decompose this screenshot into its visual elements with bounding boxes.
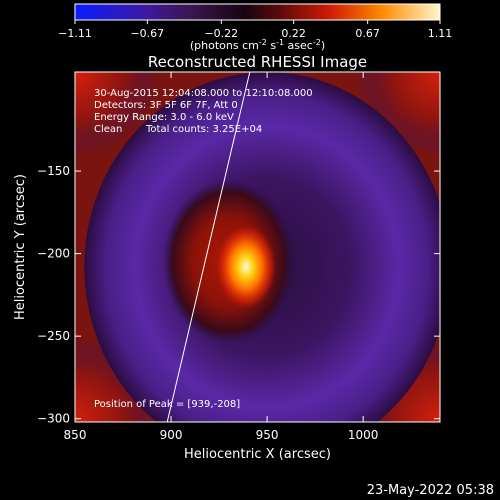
x-axis-ticks: 850 900 950 1000 xyxy=(64,72,379,442)
colorbar-ticks: −1.11 −0.67 −0.22 0.22 0.67 1.11 xyxy=(58,20,452,40)
source-peak xyxy=(215,224,276,309)
colorbar-gradient xyxy=(74,3,441,21)
colorbar-tick-label: 1.11 xyxy=(428,27,453,40)
y-tick-label: −250 xyxy=(37,329,70,343)
y-tick-label: −300 xyxy=(37,412,70,426)
x-tick-label: 1000 xyxy=(348,428,379,442)
detectors-label: Detectors: 3F 5F 6F 7F, Att 0 xyxy=(94,100,238,111)
annotations: 30-Aug-2015 12:04:08.000 to 12:10:08.000… xyxy=(94,88,313,410)
x-axis-label: Heliocentric X (arcsec) xyxy=(184,447,331,462)
x-tick-label: 950 xyxy=(256,428,279,442)
solar-limb-line xyxy=(166,72,251,422)
clean-label: Clean xyxy=(94,124,122,135)
chart-title: Reconstructed RHESSI Image xyxy=(148,53,367,71)
colorbar-units-label: (photons cm-2 s-1 asec-2) xyxy=(190,38,325,52)
peak-position-label: Position of Peak = [939,-208] xyxy=(94,399,240,410)
energy-range-label: Energy Range: 3.0 - 6.0 keV xyxy=(94,112,234,123)
footer-timestamp: 23-May-2022 05:38 xyxy=(367,483,494,498)
y-tick-label: −200 xyxy=(37,247,70,261)
total-counts-label: Total counts: 3.25E+04 xyxy=(145,124,262,135)
colorbar-tick-label: −0.67 xyxy=(130,27,164,40)
colorbar: −1.11 −0.67 −0.22 0.22 0.67 1.11 (photons cm-… xyxy=(58,3,452,52)
x-tick-label: 900 xyxy=(160,428,183,442)
y-tick-label: −150 xyxy=(37,164,70,178)
y-axis-ticks: −300 −250 −200 −150 xyxy=(37,164,440,426)
colorbar-tick-label: −0.22 xyxy=(204,27,238,40)
colorbar-tick-label: 0.22 xyxy=(281,27,306,40)
time-range-label: 30-Aug-2015 12:04:08.000 to 12:10:08.000 xyxy=(94,88,313,99)
y-axis-label: Heliocentric Y (arcsec) xyxy=(13,174,28,320)
x-tick-label: 850 xyxy=(64,428,87,442)
plot-frame xyxy=(74,71,441,423)
colorbar-tick-label: −1.11 xyxy=(58,27,92,40)
colorbar-tick-label: 0.67 xyxy=(355,27,380,40)
